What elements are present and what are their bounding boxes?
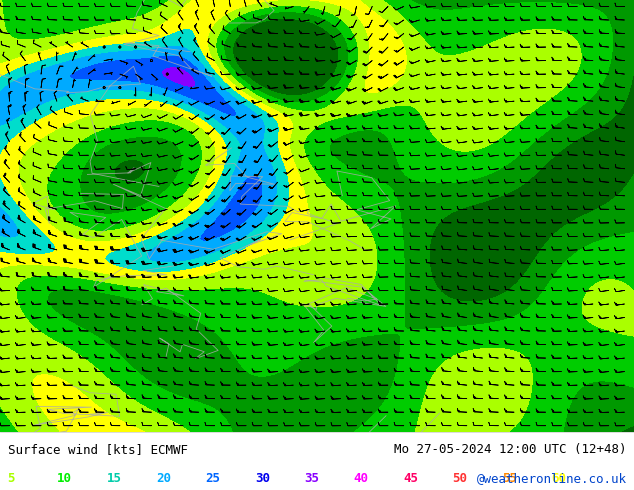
Text: 60: 60 [552, 472, 567, 486]
Text: 5: 5 [8, 472, 15, 486]
Text: Mo 27-05-2024 12:00 UTC (12+48): Mo 27-05-2024 12:00 UTC (12+48) [394, 442, 626, 456]
Text: 10: 10 [57, 472, 72, 486]
Text: 15: 15 [107, 472, 122, 486]
Text: 35: 35 [304, 472, 320, 486]
Text: 45: 45 [403, 472, 418, 486]
Text: 25: 25 [205, 472, 221, 486]
Text: 50: 50 [453, 472, 468, 486]
Text: @weatheronline.co.uk: @weatheronline.co.uk [476, 472, 626, 486]
Text: 55: 55 [502, 472, 517, 486]
Text: 30: 30 [255, 472, 270, 486]
Text: 20: 20 [156, 472, 171, 486]
Text: 40: 40 [354, 472, 369, 486]
Text: Surface wind [kts] ECMWF: Surface wind [kts] ECMWF [8, 442, 188, 456]
